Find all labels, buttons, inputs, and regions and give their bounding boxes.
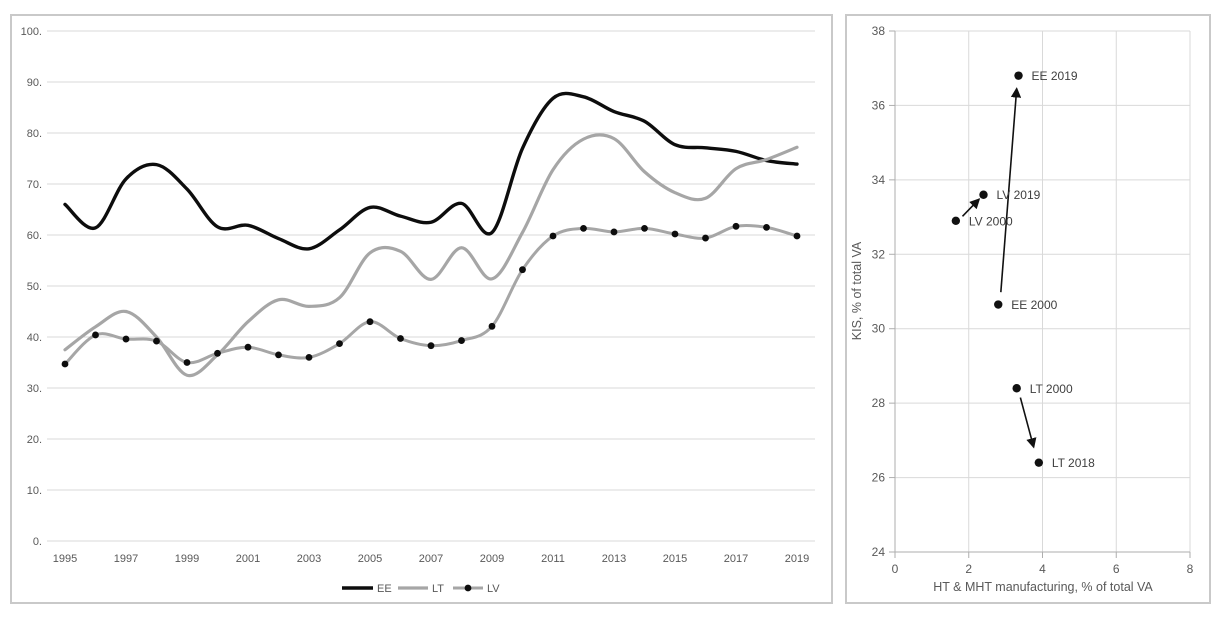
series-LV-marker xyxy=(641,224,648,232)
y-axis-tick-label: 20. xyxy=(27,434,42,446)
series-LT-line xyxy=(63,133,799,378)
point-lv-2000 xyxy=(951,216,961,225)
right-chart-panel: 24 26 28 30 32 34 36 38 0 2 4 6 8 EE 2019 LV 2019 LV 20… xyxy=(845,14,1211,604)
series-LV-marker xyxy=(366,318,374,326)
y-axis-tick-label: 34 xyxy=(872,173,886,187)
x-axis-title: HT & MHT manufacturing, % of total VA xyxy=(933,580,1153,594)
trajectory-arrow-LT xyxy=(1019,397,1037,449)
x-axis-tick-label: 2019 xyxy=(785,553,809,565)
series-LV-marker xyxy=(549,232,557,240)
y-axis-tick-label: 26 xyxy=(872,471,886,485)
y-axis-tick-label: 60. xyxy=(27,230,42,242)
y-axis-tick-label: 30. xyxy=(27,383,42,395)
y-axis-tick-label: 70. xyxy=(27,179,42,191)
series-LV-marker xyxy=(671,230,679,238)
y-axis-title: KIS, % of total VA xyxy=(850,241,864,340)
x-axis-tick-label: 1999 xyxy=(175,553,199,565)
series-LV-marker xyxy=(61,360,69,368)
x-axis-tick-label: 2013 xyxy=(602,553,626,565)
series-LV-marker xyxy=(92,331,99,339)
point-label: EE 2019 xyxy=(1032,69,1078,83)
x-axis-tick-label: 2 xyxy=(965,562,972,576)
point-label: EE 2000 xyxy=(1011,298,1057,312)
series-LV-marker xyxy=(153,337,160,345)
legend-marker-LV xyxy=(464,584,472,592)
x-axis-tick-label: 2003 xyxy=(297,553,321,565)
series-LV-marker xyxy=(214,349,221,357)
y-axis-tick-label: 90. xyxy=(27,77,42,89)
point-label: LT 2018 xyxy=(1052,456,1095,470)
series-LV-marker xyxy=(397,335,404,342)
y-axis-tick-label: 38 xyxy=(872,24,886,38)
line-chart-services-share: 100. 90. 80. 70. 60. 50. 40. 30. 20. 10. 0. 1995 199… xyxy=(21,26,815,595)
x-axis-tick-label: 2017 xyxy=(724,553,748,565)
series-LV-marker xyxy=(732,222,740,230)
point-lv-2019 xyxy=(979,190,988,199)
series-LV-marker xyxy=(488,322,496,330)
legend-label-EE: EE xyxy=(377,583,392,595)
point-lt-2000 xyxy=(1012,384,1021,393)
y-axis-tick-label: 30 xyxy=(872,322,886,336)
series-LV-marker xyxy=(458,337,465,344)
y-axis-tick-label: 0. xyxy=(33,536,42,548)
y-axis-tick-label: 10. xyxy=(27,485,42,497)
x-axis-tick-label: 1997 xyxy=(114,553,138,565)
x-axis-tick-label: 2009 xyxy=(480,553,504,565)
y-axis-tick-label: 32 xyxy=(872,247,886,261)
point-ee-2019 xyxy=(1014,71,1023,80)
x-axis-tick-label: 4 xyxy=(1039,562,1046,576)
y-axis-tick-label: 100. xyxy=(21,26,42,38)
legend-label-LV: LV xyxy=(487,583,500,595)
series-LV-marker xyxy=(122,335,130,343)
point-ee-2000 xyxy=(994,300,1003,309)
point-label: LV 2019 xyxy=(997,188,1041,202)
series-LV-marker xyxy=(702,234,709,242)
point-label: LT 2000 xyxy=(1030,382,1073,396)
series-LV-marker xyxy=(305,354,313,361)
series-LV-marker xyxy=(183,359,191,366)
x-axis-tick-label: 0 xyxy=(892,562,899,576)
y-axis-tick-label: 28 xyxy=(872,396,886,410)
trajectory-arrow-LV xyxy=(961,198,981,217)
x-axis-tick-label: 2007 xyxy=(419,553,443,565)
series-LV-marker xyxy=(580,224,587,232)
series-EE-line xyxy=(63,91,799,251)
x-axis-tick-label: 1995 xyxy=(53,553,77,565)
series-LV-marker xyxy=(763,223,770,231)
y-axis-tick-label: 50. xyxy=(27,281,42,293)
left-chart-panel: 100. 90. 80. 70. 60. 50. 40. 30. 20. 10. 0. 1995 199… xyxy=(10,14,833,604)
x-axis-tick-label: 2011 xyxy=(541,553,565,565)
legend-label-LT: LT xyxy=(432,583,444,595)
x-axis-tick-label: 2001 xyxy=(236,553,260,565)
point-label: LV 2000 xyxy=(969,214,1013,228)
y-axis-tick-label: 24 xyxy=(872,545,886,559)
series-LV-marker xyxy=(519,266,526,274)
y-axis-tick-label: 40. xyxy=(27,332,42,344)
series-LV-marker xyxy=(427,342,435,350)
x-axis-tick-label: 2015 xyxy=(663,553,687,565)
y-axis-tick-label: 80. xyxy=(27,128,42,140)
x-axis-tick-label: 6 xyxy=(1113,562,1120,576)
series-LV-marker xyxy=(793,232,801,240)
series-LV-marker xyxy=(275,351,282,359)
x-axis-tick-label: 2005 xyxy=(358,553,382,565)
trajectory-arrow-EE xyxy=(1000,87,1022,293)
series-LV-marker xyxy=(244,343,252,351)
y-axis-tick-label: 36 xyxy=(872,98,886,112)
point-lt-2018 xyxy=(1034,458,1044,467)
series-LV-marker xyxy=(610,228,618,236)
series-LV-marker xyxy=(336,340,343,348)
x-axis-tick-label: 8 xyxy=(1187,562,1194,576)
